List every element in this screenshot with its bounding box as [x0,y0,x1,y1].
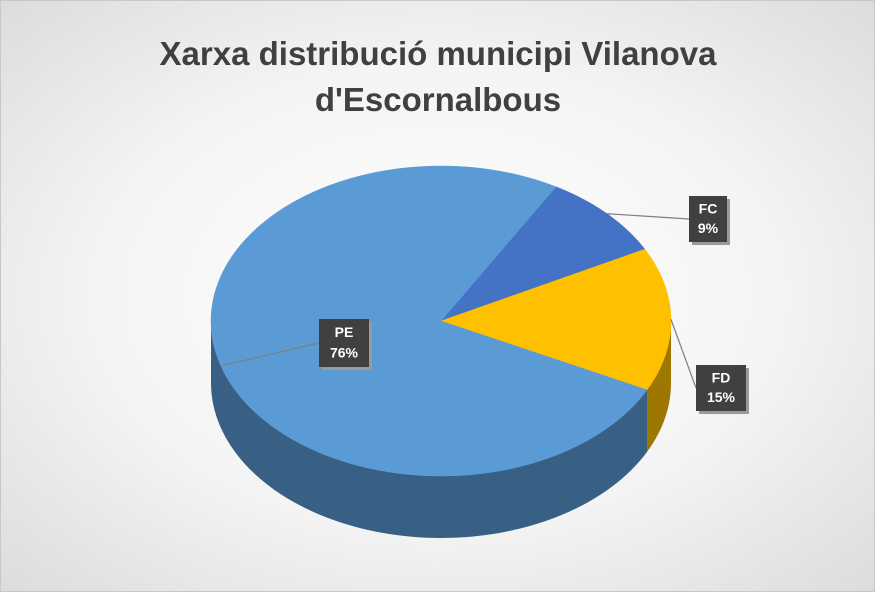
leader-line [220,342,320,367]
category-label: PE [335,324,354,340]
chart-title: Xarxa distribució municipi Vilanova d'Es… [159,35,717,118]
pie-side [211,321,648,538]
label-box [319,319,369,367]
label-box [696,365,746,411]
pie-side [647,321,671,452]
pie-slice [440,186,646,322]
data-label: 9% [698,220,719,236]
data-label: 76% [330,344,359,360]
category-label: FC [699,201,718,217]
data-label: 15% [707,389,736,405]
leader-line [670,319,697,389]
category-label: FD [712,370,731,386]
label-box [689,196,727,242]
leader-line [606,213,690,220]
